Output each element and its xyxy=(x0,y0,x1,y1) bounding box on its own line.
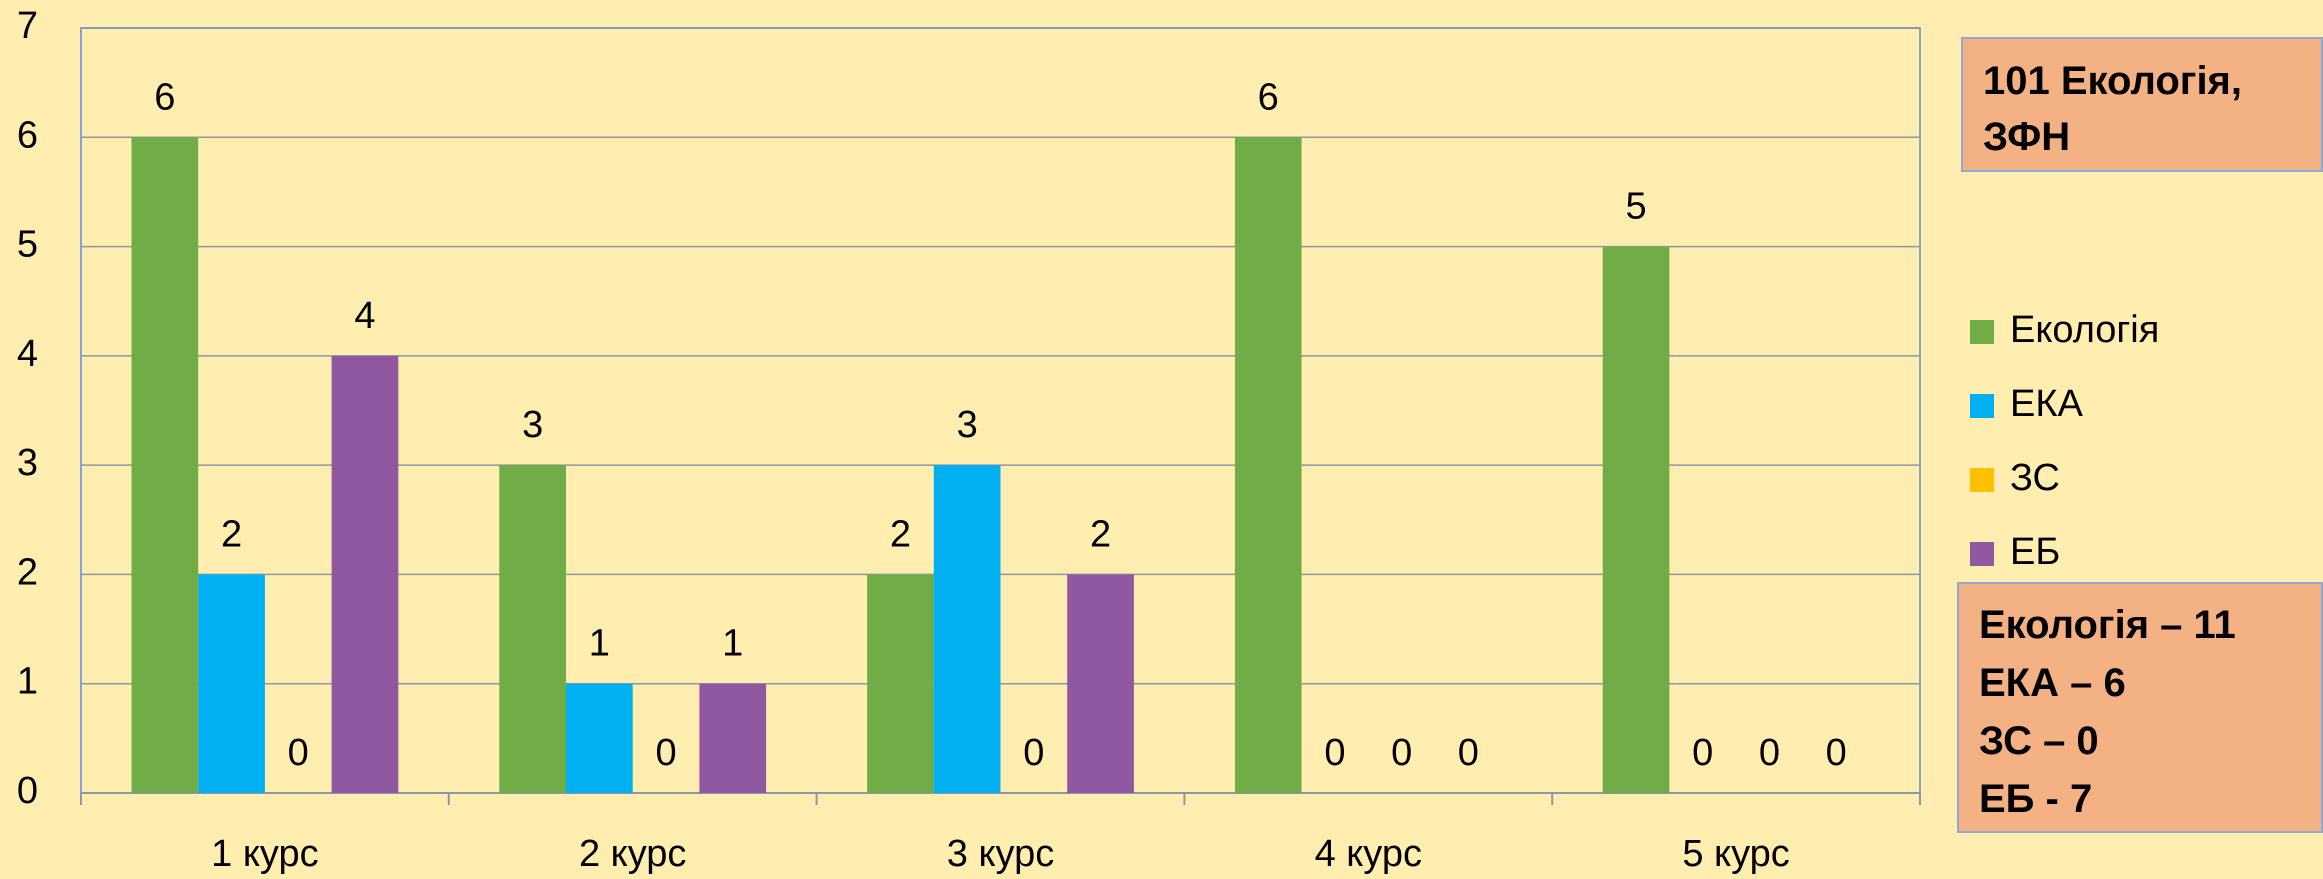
bar xyxy=(1067,574,1134,793)
data-label: 1 xyxy=(589,623,610,665)
data-label: 0 xyxy=(655,732,676,774)
x-tick-label: 2 курс xyxy=(579,833,686,875)
bar xyxy=(933,465,1001,793)
bar xyxy=(1234,137,1302,794)
legend-label: Екологія xyxy=(2010,309,2159,351)
data-label: 0 xyxy=(1692,732,1713,774)
data-label: 1 xyxy=(722,623,743,665)
bar xyxy=(566,683,633,793)
y-tick-label: 2 xyxy=(17,551,38,593)
bar xyxy=(331,355,399,793)
data-label: 6 xyxy=(1258,76,1279,118)
data-label: 0 xyxy=(1458,732,1479,774)
x-tick-label: 4 курс xyxy=(1315,833,1422,875)
y-tick-label: 1 xyxy=(17,661,38,703)
x-tick-label: 5 курс xyxy=(1682,833,1789,875)
legend-swatch xyxy=(1970,320,1994,344)
legend-label: ЕБ xyxy=(2010,531,2060,573)
annotation: ЕБ - 7 xyxy=(1979,777,2093,821)
x-tick-label: 1 курс xyxy=(211,833,318,875)
data-label: 6 xyxy=(154,76,175,118)
annotation: Екологія – 11 xyxy=(1979,603,2236,647)
data-label: 2 xyxy=(890,513,911,555)
x-tick-label: 3 курс xyxy=(947,833,1054,875)
y-tick-label: 7 xyxy=(17,5,38,47)
data-label: 5 xyxy=(1625,186,1646,228)
data-label: 3 xyxy=(957,404,978,446)
y-tick-label: 6 xyxy=(17,114,38,156)
data-label: 0 xyxy=(1324,732,1345,774)
legend-swatch xyxy=(1970,468,1994,492)
legend-label: ЗС xyxy=(2010,457,2060,499)
y-tick-label: 4 xyxy=(17,333,38,375)
bar xyxy=(131,137,199,794)
legend-swatch xyxy=(1970,542,1994,566)
data-label: 0 xyxy=(288,732,309,774)
data-label: 3 xyxy=(522,404,543,446)
y-tick-label: 5 xyxy=(17,224,38,266)
data-label: 2 xyxy=(221,513,242,555)
legend-swatch xyxy=(1970,394,1994,418)
bar xyxy=(198,574,265,793)
data-label: 0 xyxy=(1391,732,1412,774)
data-label: 0 xyxy=(1023,732,1044,774)
data-label: 4 xyxy=(354,295,375,337)
annotation: ЗС – 0 xyxy=(1979,719,2099,763)
y-tick-label: 3 xyxy=(17,442,38,484)
bar xyxy=(1602,246,1670,794)
chart-title: 101 Екологія, ЗФН xyxy=(1961,37,2323,172)
bar xyxy=(499,465,566,793)
bar xyxy=(699,683,767,793)
summary-box: Екологія – 11 ЕКА – 6 ЗС – 0 ЕБ - 7 xyxy=(1957,582,2323,833)
data-label: 0 xyxy=(1826,732,1847,774)
y-tick-label: 0 xyxy=(17,770,38,812)
bar xyxy=(867,574,934,793)
legend-label: ЕКА xyxy=(2010,383,2083,425)
data-label: 2 xyxy=(1090,513,1111,555)
annotation: ЕКА – 6 xyxy=(1979,661,2126,705)
data-label: 0 xyxy=(1759,732,1780,774)
